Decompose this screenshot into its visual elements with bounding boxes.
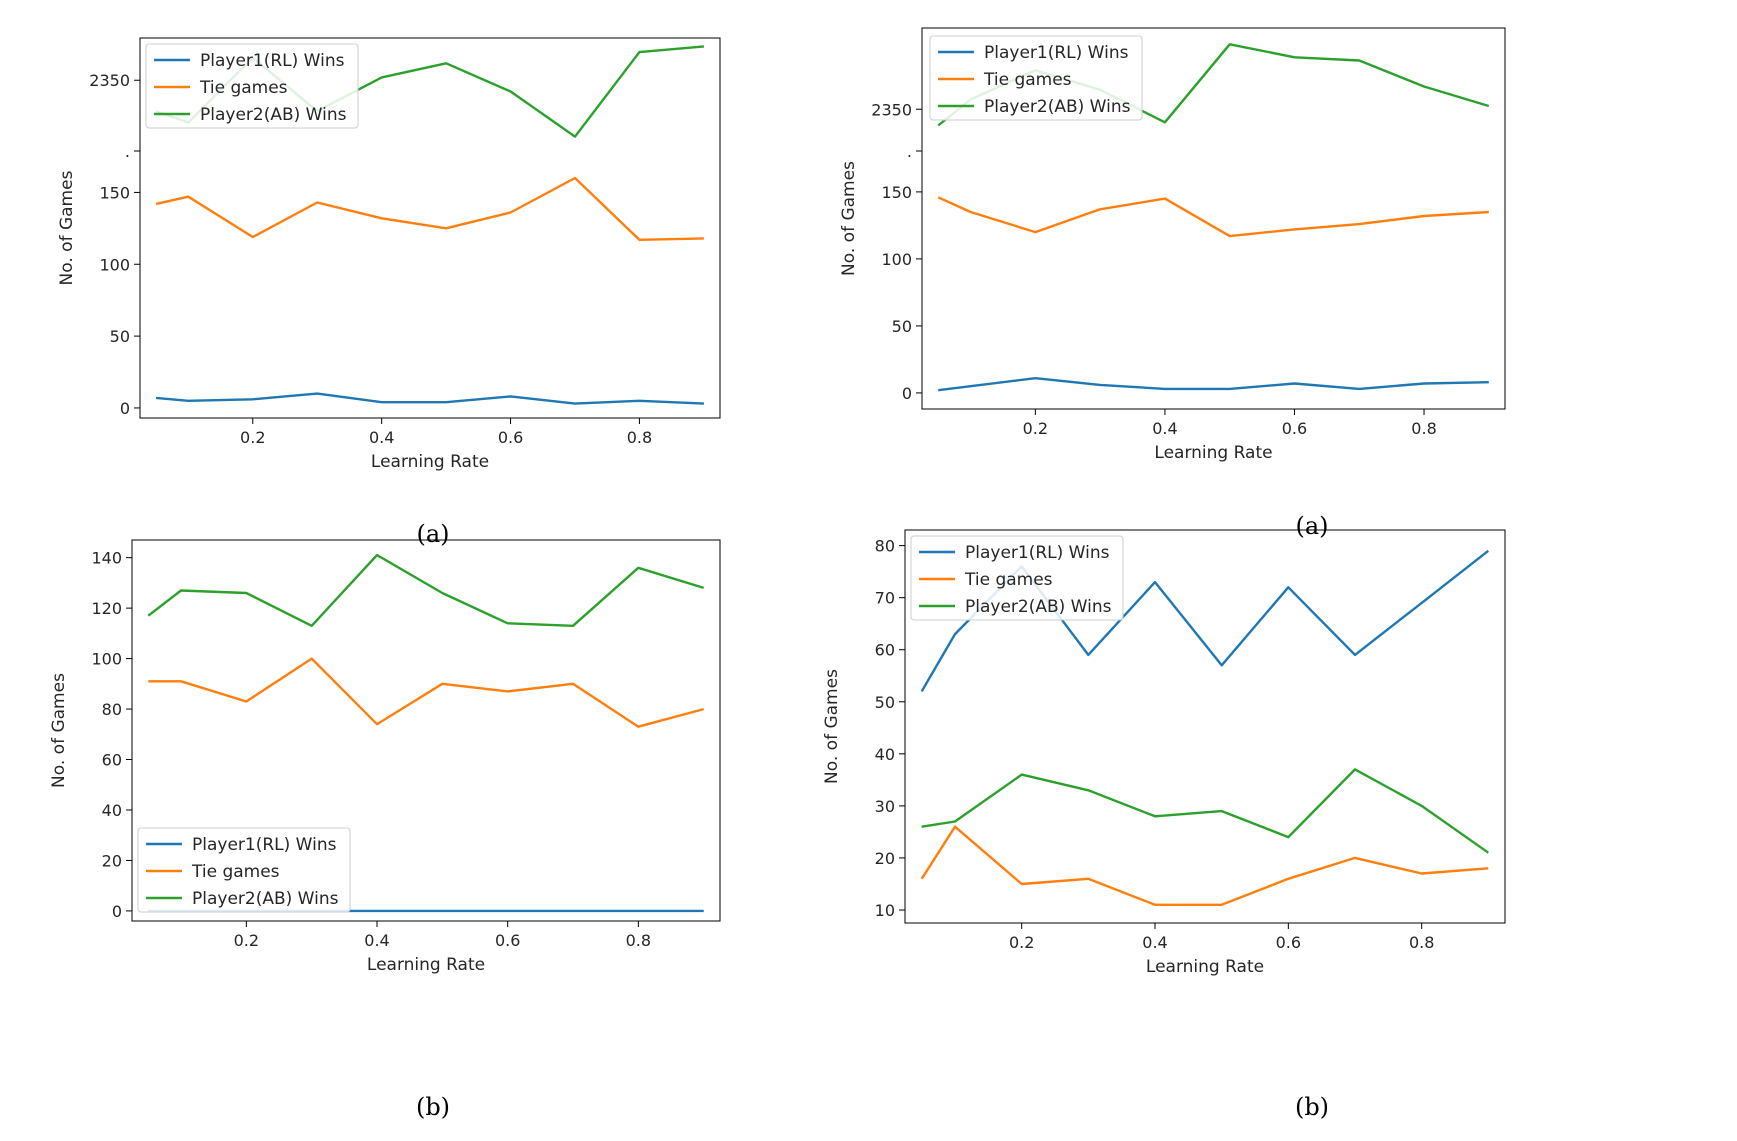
bottom-right-legend-entry-0: Player1(RL) Wins	[965, 543, 1110, 563]
bottom-left-x-tick-label: 0.6	[495, 931, 520, 950]
bottom-right-y-tick-label: 60	[875, 641, 895, 660]
bottom-left-y-tick-label: 100	[91, 650, 122, 669]
bottom-left-y-tick-label: 140	[91, 549, 122, 568]
bottom-right-legend-entry-1: Tie games	[964, 570, 1053, 590]
bottom-right-legend-box	[910, 535, 1124, 621]
top-right-series-line-1	[937, 196, 1489, 238]
top-left-legend-box	[145, 43, 359, 129]
bottom-left-series-line-2	[147, 553, 705, 627]
bottom-right-y-axis-label: No. of Games	[822, 669, 842, 784]
bottom-left-y-tick-label: 60	[102, 751, 122, 770]
bottom-right-y-tick-label: 10	[875, 901, 895, 920]
bottom-left-x-axis-label: Learning Rate	[367, 955, 485, 975]
top-right-x-tick-label: 0.2	[1023, 419, 1048, 438]
bottom-left-axes-frame	[131, 539, 721, 922]
top-right-x-tick-label: 0.8	[1411, 419, 1436, 438]
caption-top-left: (a)	[416, 520, 450, 548]
bottom-right-y-tick-label: 80	[875, 537, 895, 556]
bottom-right-x-tick-label: 0.4	[1142, 933, 1167, 952]
bottom-right-y-tick-label: 70	[875, 589, 895, 608]
top-left-legend: Player1(RL) Wins Tie games Player2(AB) Win…	[145, 43, 359, 129]
top-left-y-tick-label: 150	[99, 183, 130, 202]
top-left-x-axis-label: Learning Rate	[371, 452, 489, 472]
top-right-x-tick-label: 0.4	[1152, 419, 1177, 438]
bottom-right-axes-frame	[904, 529, 1506, 924]
bottom-right-y-tick-label: 30	[875, 797, 895, 816]
top-left-x-tick-label: 0.8	[627, 428, 652, 447]
top-right-legend-entry-0: Player1(RL) Wins	[984, 43, 1129, 63]
top-left-y-tick-label: 100	[99, 255, 130, 274]
top-right-x-axis-label: Learning Rate	[1154, 443, 1272, 463]
top-left-x-tick-label: 0.2	[240, 428, 265, 447]
top-left-series-line-0	[155, 392, 704, 405]
top-right-legend-box	[929, 35, 1143, 121]
bottom-right-series-line-2	[921, 768, 1489, 854]
top-right-y-axis-label: No. of Games	[839, 161, 859, 276]
bottom-left-legend: Player1(RL) Wins Tie games Player2(AB) Win…	[137, 827, 351, 913]
bottom-right-series-line-1	[920, 825, 1489, 906]
bottom-right-y-tick-label: 50	[875, 693, 895, 712]
bottom-left-y-tick-label: 120	[91, 599, 122, 618]
bottom-left-y-axis-label: No. of Games	[49, 673, 69, 788]
bottom-right-x-tick-label: 0.8	[1409, 933, 1434, 952]
caption-bottom-left: (b)	[415, 1093, 451, 1121]
top-right-y-tick-label: .	[907, 142, 912, 161]
bottom-left-legend-entry-1: Tie games	[191, 862, 280, 882]
bottom-left-legend-box	[137, 827, 351, 913]
top-left-series-line-1	[155, 176, 704, 242]
bottom-right-x-tick-label: 0.2	[1009, 933, 1034, 952]
bottom-right-y-tick-label: 40	[875, 745, 895, 764]
top-left-legend-entry-1: Tie games	[199, 78, 288, 98]
bottom-left-series-line-1	[148, 657, 705, 728]
top-right-y-tick-label: 150	[881, 183, 912, 202]
top-right-x-tick-label: 0.6	[1282, 419, 1307, 438]
top-right-y-tick-label: 2350	[871, 100, 912, 119]
bottom-left-legend-entry-2: Player2(AB) Wins	[192, 889, 339, 909]
top-left-axes-frame	[139, 37, 721, 419]
bottom-left-y-tick-label: 0	[112, 902, 122, 921]
bottom-right-x-tick-label: 0.6	[1276, 933, 1301, 952]
top-right-series-line-0	[938, 377, 1489, 392]
top-left-legend-entry-2: Player2(AB) Wins	[200, 105, 347, 125]
bottom-right-x-axis-label: Learning Rate	[1146, 957, 1264, 977]
top-right-axes-frame	[921, 27, 1506, 410]
bottom-left-x-tick-label: 0.2	[234, 931, 259, 950]
top-right-legend: Player1(RL) Wins Tie games Player2(AB) Win…	[929, 35, 1143, 121]
chart-bottom-left: 0.2 0.4 0.6 0.8 0 20 40 60 80 100 120 140 Learning R…	[49, 539, 721, 975]
chart-top-right: 0.2 0.4 0.6 0.8 0 50 100 150. 2350 Learning Rate N…	[839, 27, 1506, 463]
bottom-left-x-tick-label: 0.8	[626, 931, 651, 950]
top-left-y-tick-label: 50	[110, 327, 130, 346]
caption-top-right: (a)	[1295, 512, 1329, 540]
top-left-y-tick-label: .	[125, 142, 130, 161]
top-left-y-axis-label: No. of Games	[57, 170, 77, 285]
top-left-y-tick-label: 2350	[89, 71, 130, 90]
bottom-right-y-tick-label: 20	[875, 849, 895, 868]
top-right-y-tick-label: 100	[881, 250, 912, 269]
bottom-left-y-tick-label: 40	[102, 801, 122, 820]
bottom-left-legend-entry-0: Player1(RL) Wins	[192, 835, 337, 855]
bottom-left-x-tick-label: 0.4	[364, 931, 389, 950]
top-right-y-tick-label: 50	[892, 317, 912, 336]
bottom-left-y-tick-label: 80	[102, 700, 122, 719]
top-left-legend-entry-0: Player1(RL) Wins	[200, 51, 345, 71]
top-right-y-tick-label: 0	[902, 384, 912, 403]
bottom-left-y-tick-label: 20	[102, 851, 122, 870]
chart-top-left: 0.2 0.4 0.6 0.8 0 50 100 150. 2350 Learning Rate N…	[57, 37, 721, 472]
bottom-right-legend: Player1(RL) Wins Tie games Player2(AB) Win…	[910, 535, 1124, 621]
bottom-right-legend-entry-2: Player2(AB) Wins	[965, 597, 1112, 617]
caption-bottom-right: (b)	[1294, 1093, 1330, 1121]
top-left-y-tick-label: 0	[120, 399, 130, 418]
top-right-legend-entry-2: Player2(AB) Wins	[984, 97, 1131, 117]
top-left-x-tick-label: 0.6	[498, 428, 523, 447]
top-right-legend-entry-1: Tie games	[983, 70, 1072, 90]
top-left-x-tick-label: 0.4	[369, 428, 394, 447]
